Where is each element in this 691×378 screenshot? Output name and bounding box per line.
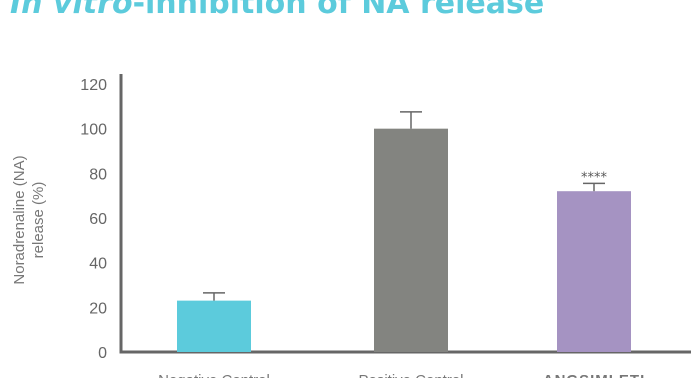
y-tick-label: 20	[89, 300, 107, 317]
bar	[177, 300, 251, 352]
y-tick-label: 100	[80, 122, 107, 139]
y-tick-label: 80	[89, 166, 107, 183]
chart-title-rest: -inhibition of NA release	[132, 0, 545, 21]
chart-title: In vitro-inhibition of NA release	[10, 0, 544, 22]
category-labels: Negative Control Positive Control ANGSIMLE…	[158, 372, 646, 378]
bar	[557, 191, 631, 352]
y-tick-label: 0	[98, 345, 107, 362]
y-tick-label: 120	[80, 77, 107, 94]
significance-label: ****	[581, 170, 608, 185]
category-label: Positive Control	[358, 372, 463, 378]
bar	[374, 128, 448, 352]
category-label: Negative Control	[158, 372, 270, 378]
category-label: ANGSIMLETI	[543, 372, 646, 378]
y-axis-ticks: 0 20 40 60 80 100 120	[80, 77, 107, 362]
y-tick-label: 40	[89, 256, 107, 273]
y-axis-title: Noradrenaline (NA) release (%)	[11, 155, 47, 284]
y-tick-label: 60	[89, 211, 107, 228]
y-axis-title-line: Noradrenaline (NA)	[11, 155, 28, 284]
bars: ****	[177, 111, 631, 352]
y-axis-title-line: release (%)	[30, 182, 47, 259]
chart-title-italic: In vitro	[10, 0, 133, 21]
